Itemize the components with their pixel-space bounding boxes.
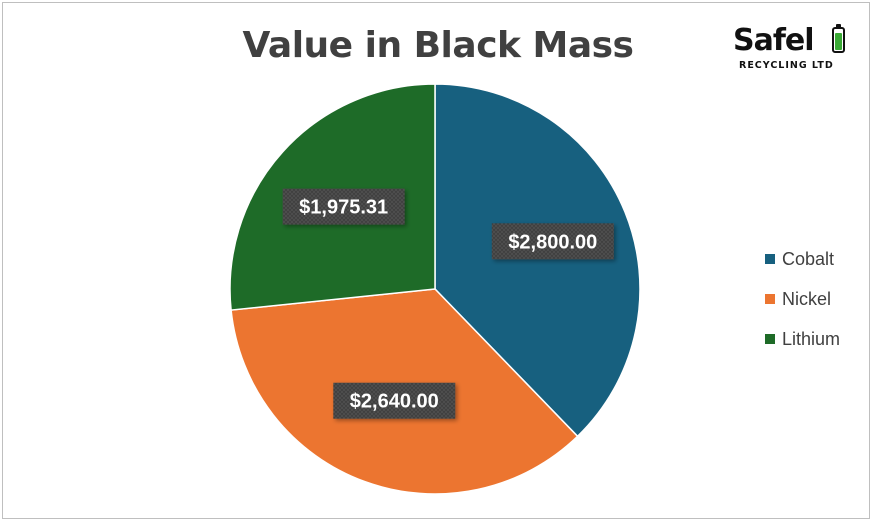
chart-title: Value in Black Mass: [242, 25, 634, 66]
legend-item-cobalt: Cobalt: [765, 248, 834, 270]
legend-swatch: [765, 294, 775, 304]
legend-label: Cobalt: [782, 248, 835, 269]
legend-label: Nickel: [782, 288, 832, 309]
safeli-logo: Safel RECYCLING LTD: [731, 23, 856, 75]
logo-subtitle: RECYCLING LTD: [739, 60, 834, 71]
legend-swatch: [765, 334, 775, 344]
data-label-nickel: $2,640.00: [333, 382, 456, 419]
data-label-text: $2,800.00: [508, 231, 597, 253]
legend-swatch: [765, 254, 775, 264]
battery-icon: [832, 24, 845, 53]
legend-item-nickel: Nickel: [765, 288, 831, 310]
data-label-text: $2,640.00: [350, 391, 439, 413]
data-label-lithium: $1,975.31: [282, 188, 405, 225]
data-label-cobalt: $2,800.00: [491, 223, 614, 260]
data-label-text: $1,975.31: [299, 197, 388, 219]
legend-label: Lithium: [782, 328, 841, 349]
legend-item-lithium: Lithium: [765, 328, 840, 350]
pie-slice-cobalt: [434, 83, 641, 438]
logo-wordmark: Safel: [733, 23, 815, 58]
chart-legend: Cobalt Nickel Lithium: [751, 236, 851, 358]
pie-chart: $2,800.00 $2,640.00 $1,975.31: [229, 83, 641, 495]
